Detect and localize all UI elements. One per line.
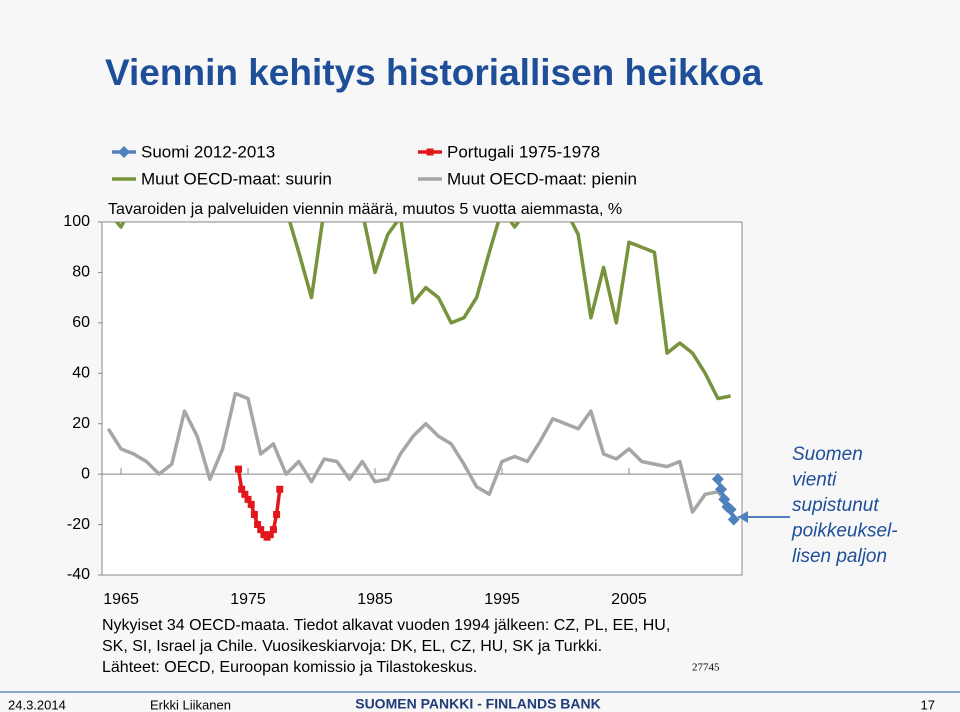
footer-author: Erkki Liikanen	[150, 697, 231, 712]
marker	[241, 490, 249, 498]
marker	[254, 521, 262, 529]
series-line	[114, 222, 731, 401]
y-tick-label: 20	[72, 415, 90, 432]
annotation: Suomen vienti supistunut poikkeuksel-lisen …	[791, 444, 898, 567]
footer-page: 17	[921, 697, 935, 712]
x-tick-label: 1965	[103, 591, 139, 608]
code: 27745	[692, 662, 720, 674]
legend-label: Muut OECD-maat: suurin	[141, 169, 332, 188]
y-tick-label: -20	[67, 516, 90, 533]
annotation-line: supistunut	[792, 495, 879, 516]
annotation-line: poikkeuksel-	[791, 521, 898, 542]
y-tick-label: 100	[63, 213, 90, 230]
annotation-line: vienti	[792, 470, 837, 491]
marker	[257, 526, 265, 534]
y-axis-title: Tavaroiden ja palveluiden viennin määrä,…	[108, 201, 622, 218]
annotation-line: Suomen	[792, 444, 863, 465]
marker	[724, 503, 737, 516]
legend-marker	[426, 148, 434, 156]
marker	[727, 513, 740, 526]
y-tick-label: 60	[72, 314, 90, 331]
marker	[238, 485, 246, 493]
x-tick-label: 1995	[484, 591, 520, 608]
x-tick-label: 2005	[611, 591, 647, 608]
marker	[247, 500, 255, 508]
marker	[715, 483, 728, 496]
marker	[244, 495, 252, 503]
marker	[711, 473, 724, 486]
footer-date: 24.3.2014	[8, 697, 66, 712]
marker	[276, 485, 284, 493]
marker	[269, 526, 277, 534]
note-line: Lähteet: OECD, Euroopan komissio ja Tila…	[102, 659, 477, 676]
series-line	[106, 391, 732, 514]
legend-label: Portugali 1975-1978	[447, 142, 600, 161]
marker	[266, 531, 274, 539]
legend-label: Suomi 2012-2013	[141, 142, 275, 161]
annotation-line: lisen paljon	[792, 546, 887, 567]
y-tick-label: 0	[81, 465, 90, 482]
arrow-head	[738, 511, 748, 523]
notes: Nykyiset 34 OECD-maata. Tiedot alkavat v…	[102, 617, 670, 676]
marker	[273, 510, 281, 518]
marker	[250, 510, 258, 518]
x-tick-label: 1985	[357, 591, 393, 608]
legend-label: Muut OECD-maat: pienin	[447, 169, 637, 188]
y-tick-label: -40	[67, 566, 90, 583]
plot-area	[101, 221, 743, 576]
x-tick-label: 1975	[230, 591, 266, 608]
slide-title: Viennin kehitys historiallisen heikkoa	[105, 52, 763, 93]
note-line: Nykyiset 34 OECD-maata. Tiedot alkavat v…	[102, 617, 670, 634]
note-line: SK, SI, Israel ja Chile. Vuosikeskiarvoj…	[102, 638, 602, 655]
footer-org: SUOMEN PANKKI - FINLANDS BANK	[355, 696, 601, 712]
marker	[235, 465, 243, 473]
legend-marker	[118, 146, 130, 158]
y-tick-label: 80	[72, 264, 90, 281]
plot-lines	[106, 222, 740, 541]
y-tick-label: 40	[72, 365, 90, 382]
